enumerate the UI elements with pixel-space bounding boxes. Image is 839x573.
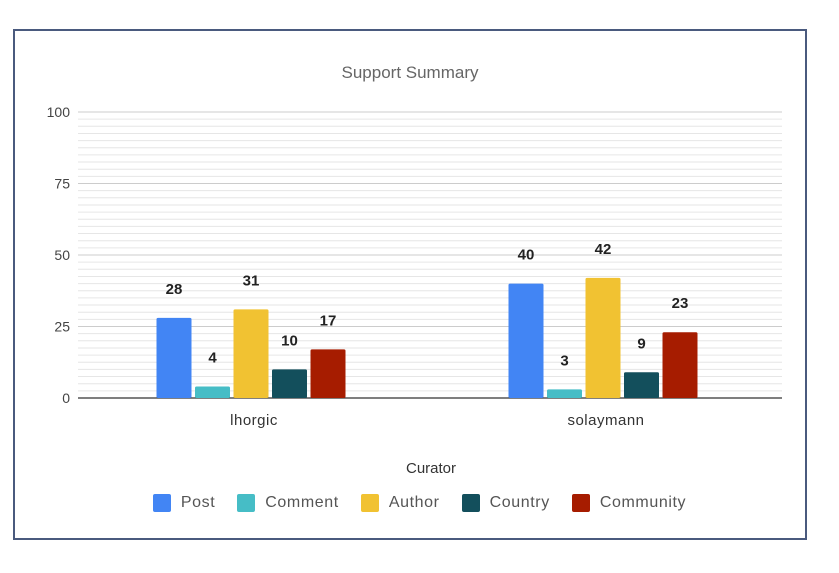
- data-label: 10: [281, 332, 298, 349]
- legend-swatch: [461, 494, 480, 512]
- y-tick-label: 100: [47, 104, 71, 120]
- x-tick-label: solaymann: [567, 412, 644, 429]
- x-axis-ticks: lhorgic solaymann: [230, 412, 644, 429]
- chart-title: Support Summary: [342, 63, 479, 82]
- bar-community-solaymann: [662, 332, 698, 398]
- legend-item-author: Author: [360, 494, 440, 512]
- legend-item-community: Community: [571, 494, 687, 512]
- legend-swatch: [152, 494, 171, 512]
- legend-item-country: Country: [461, 494, 550, 512]
- bar-country-lhorgic: [272, 369, 307, 398]
- legend-item-comment: Comment: [237, 494, 339, 512]
- legend: Post Comment Author Country Community: [0, 494, 839, 512]
- legend-label: Author: [388, 494, 440, 511]
- legend-swatch: [571, 494, 590, 512]
- y-tick-label: 0: [62, 390, 70, 406]
- bar-comment-lhorgic: [195, 386, 230, 398]
- x-axis-label: Curator: [406, 460, 456, 477]
- legend-label: Community: [599, 494, 687, 511]
- bar-author-solaymann: [585, 277, 621, 398]
- data-label: 31: [243, 272, 260, 289]
- bar-post-solaymann: [508, 283, 544, 398]
- data-label: 9: [637, 335, 645, 352]
- bars: 28 4 31 10 17 40 3 42 9 23: [156, 241, 698, 398]
- bar-country-solaymann: [624, 372, 659, 398]
- data-label: 23: [672, 295, 689, 312]
- legend-label: Comment: [265, 494, 339, 511]
- y-tick-label: 25: [54, 319, 70, 335]
- chart-frame: [13, 29, 807, 540]
- legend-label: Country: [489, 494, 550, 511]
- y-tick-label: 50: [54, 247, 70, 263]
- data-label: 28: [166, 281, 183, 298]
- legend-swatch: [360, 494, 379, 512]
- y-axis-ticks: 0 25 50 75 100: [47, 104, 71, 406]
- bar-comment-solaymann: [547, 389, 582, 398]
- bar-community-lhorgic: [310, 349, 346, 398]
- bar-post-lhorgic: [156, 317, 192, 398]
- data-label: 42: [595, 241, 612, 258]
- y-tick-label: 75: [54, 176, 70, 192]
- legend-item-post: Post: [152, 494, 216, 512]
- x-tick-label: lhorgic: [230, 412, 278, 429]
- legend-label: Post: [180, 494, 216, 511]
- data-label: 3: [560, 352, 568, 369]
- legend-swatch: [237, 494, 256, 512]
- bar-author-lhorgic: [233, 309, 269, 398]
- data-label: 4: [208, 350, 217, 367]
- data-label: 40: [518, 247, 535, 264]
- data-label: 17: [320, 312, 337, 329]
